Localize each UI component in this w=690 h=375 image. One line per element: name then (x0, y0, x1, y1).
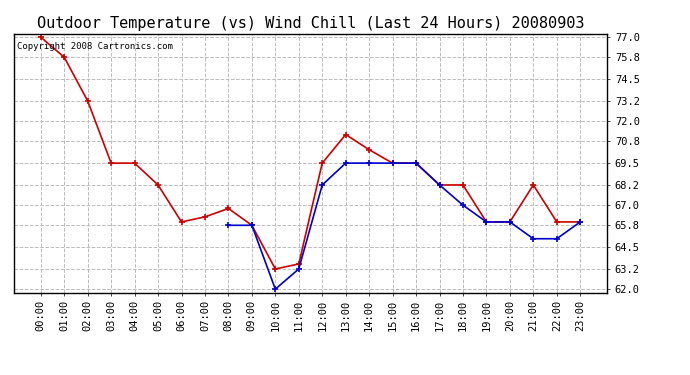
Title: Outdoor Temperature (vs) Wind Chill (Last 24 Hours) 20080903: Outdoor Temperature (vs) Wind Chill (Las… (37, 16, 584, 31)
Text: Copyright 2008 Cartronics.com: Copyright 2008 Cartronics.com (17, 42, 172, 51)
